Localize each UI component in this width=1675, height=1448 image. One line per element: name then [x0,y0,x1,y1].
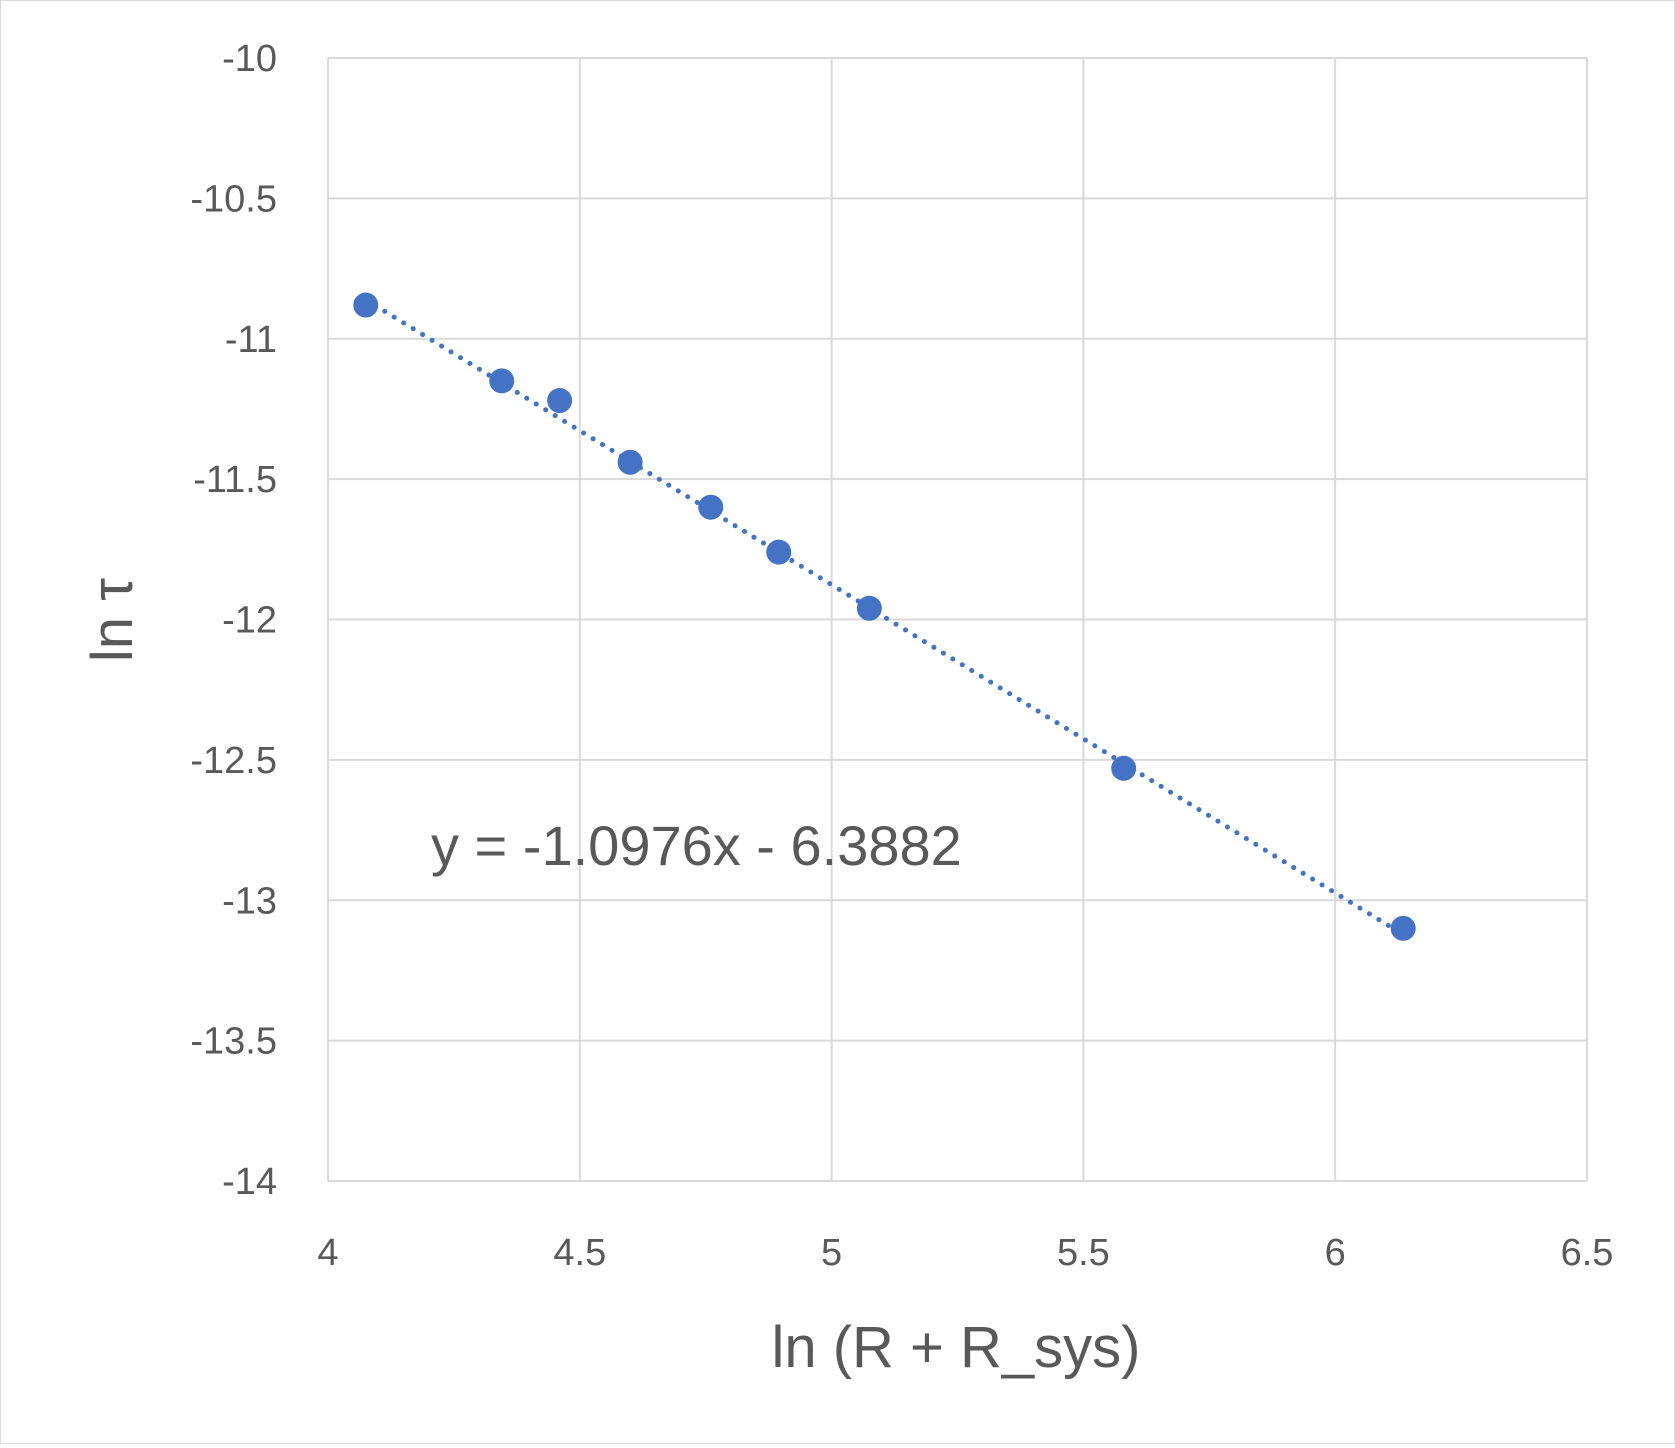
y-axis-tick-labels: -10 -10.5 -11 -11.5 -12 -12.5 -13 -13.5 -14 [190,38,277,1203]
data-point [489,368,515,394]
data-points [353,292,1416,941]
x-tick-label: 5.5 [1057,1232,1110,1274]
x-tick-label: 6 [1325,1232,1346,1274]
y-tick-label: -13 [222,880,277,922]
data-point [766,539,792,565]
x-tick-label: 4 [317,1232,338,1274]
y-tick-label: -11 [225,319,277,361]
data-point [617,449,643,475]
y-tick-label: -12.5 [190,740,277,782]
data-point [547,388,573,414]
trendline-equation: y = -1.0976x - 6.3882 [431,814,962,877]
y-tick-label: -13.5 [190,1021,277,1063]
trendline-group [363,297,1406,937]
y-tick-label: -11.5 [193,459,277,501]
data-point [856,595,882,621]
trendline [363,297,1406,937]
y-tick-label: -10.5 [190,178,277,220]
y-tick-label: -12 [222,600,277,642]
x-axis-tick-labels: 4 4.5 5 5.5 6 6.5 [317,1232,1613,1274]
data-point [353,292,379,318]
x-tick-label: 5 [821,1232,842,1274]
y-tick-label: -10 [222,38,277,80]
data-point [698,494,724,520]
y-tick-label: -14 [222,1161,277,1203]
x-tick-label: 6.5 [1561,1232,1614,1274]
gridlines [327,57,1588,1182]
x-tick-label: 4.5 [553,1232,606,1274]
y-axis-title: ln τ [80,578,145,662]
x-axis-title: ln (R + R_sys) [771,1315,1140,1380]
data-point [1111,755,1137,781]
data-point [1390,915,1416,941]
